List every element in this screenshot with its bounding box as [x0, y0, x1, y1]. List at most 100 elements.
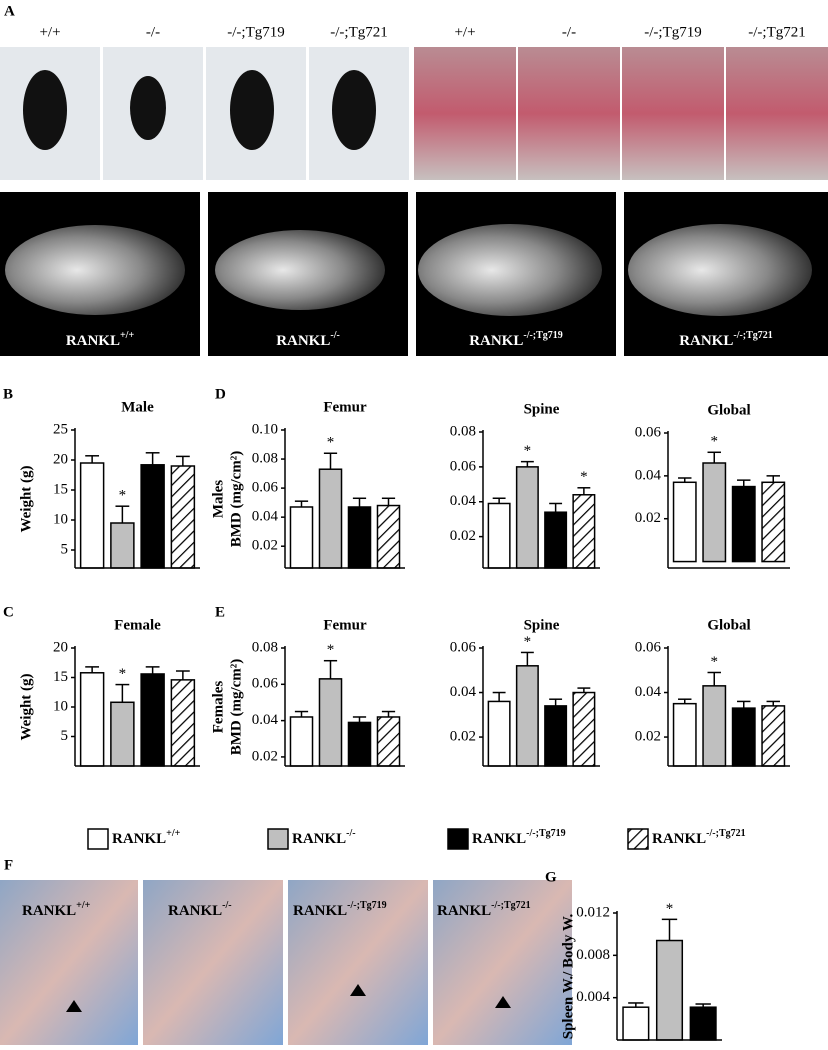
photo-label: -/-: [562, 24, 576, 40]
photo-label: -/-;Tg719: [644, 24, 702, 40]
photo-label: RANKL+/+: [22, 900, 91, 919]
photo-label: -/-;Tg721: [330, 24, 388, 40]
legend-swatch: [627, 828, 649, 850]
y-tick-label: 0.02: [252, 748, 278, 764]
y-tick-label: 20: [53, 451, 68, 467]
value-label: *: [327, 435, 335, 451]
bar: [79, 672, 105, 767]
value-label: *: [119, 666, 127, 682]
bar: [761, 705, 786, 767]
panel-letter: G: [545, 869, 557, 885]
photo-label-sup: -/-;Tg719: [347, 900, 386, 911]
y-tick-label: 10: [53, 698, 68, 714]
chart-title: Global: [707, 617, 750, 633]
y-tick-label: 0.004: [576, 989, 610, 1005]
bar: [672, 481, 697, 563]
legend-label-base: RANKL: [652, 831, 706, 847]
legend-label-sup: +/+: [166, 828, 180, 839]
chart-title: Spine: [524, 401, 560, 417]
panel-letter: D: [215, 386, 226, 402]
bar: [110, 522, 135, 569]
legend-label: RANKL-/-;Tg719: [472, 828, 566, 847]
y-tick-label: 0.08: [252, 450, 278, 466]
legend-swatch: [447, 828, 469, 850]
y-tick-label: 0.06: [635, 639, 662, 655]
legend-label-sup: -/-;Tg719: [526, 828, 565, 839]
scan-label: RANKL-/-: [276, 330, 340, 349]
bar: [731, 485, 756, 563]
legend-label: RANKL+/+: [112, 828, 181, 847]
scan-label: RANKL-/-;Tg721: [679, 330, 773, 349]
y-tick-label: 0.02: [450, 528, 476, 544]
bar: [140, 464, 165, 569]
bar: [761, 481, 786, 563]
scan-label-sup: +/+: [120, 330, 134, 341]
y-axis-label: Spleen W./ Body W.: [560, 914, 576, 1040]
y-tick-label: 5: [61, 541, 69, 557]
legend-label: RANKL-/-;Tg721: [652, 828, 746, 847]
bar: [622, 1006, 650, 1041]
y-tick-label: 0.04: [252, 509, 279, 525]
y-tick-label: 0.008: [576, 947, 610, 963]
bar: [487, 502, 511, 569]
bar: [702, 462, 727, 563]
photo-label: RANKL-/-: [168, 900, 232, 919]
scan-label: RANKL-/-;Tg719: [469, 330, 563, 349]
bar: [376, 504, 401, 569]
y-tick-label: 10: [53, 511, 68, 527]
y-axis-label: BMD (mg/cm²): [228, 659, 244, 756]
y-axis-label: Weight (g): [18, 465, 34, 532]
legend-label-sup: -/-: [346, 828, 355, 839]
chart-title: Male: [121, 399, 154, 415]
chart-title: Femur: [323, 399, 367, 415]
y-tick-label: 0.012: [576, 904, 610, 920]
y-tick-label: 20: [53, 639, 68, 655]
y-tick-label: 0.04: [252, 712, 279, 728]
chart-title: Spine: [524, 617, 560, 633]
chart-title: Femur: [323, 617, 367, 633]
row-label: Females: [210, 681, 226, 734]
bar: [572, 494, 596, 569]
value-label: *: [524, 634, 532, 650]
scan-label: RANKL+/+: [66, 330, 135, 349]
photo-label-base: RANKL: [293, 903, 347, 919]
value-label: *: [327, 642, 335, 658]
bar: [515, 665, 539, 767]
photo-label: RANKL-/-;Tg719: [293, 900, 387, 919]
bar: [140, 673, 165, 767]
photos: [0, 47, 828, 1045]
panel-letter: A: [4, 3, 15, 19]
legend-label: RANKL-/-: [292, 828, 356, 847]
panel-letter: B: [3, 386, 13, 402]
legend-label-base: RANKL: [112, 831, 166, 847]
bar: [689, 1006, 717, 1041]
scan-label-sup: -/-;Tg719: [523, 330, 562, 341]
scan-label-base: RANKL: [276, 333, 330, 349]
chart-title: Female: [114, 617, 161, 633]
bar: [289, 716, 314, 767]
bar: [347, 506, 372, 569]
photo-label-base: RANKL: [437, 903, 491, 919]
photo-label-sup: +/+: [76, 900, 90, 911]
bar: [702, 685, 727, 767]
photo-label: -/-;Tg721: [748, 24, 806, 40]
y-axis-label: BMD (mg/cm²): [228, 451, 244, 548]
bar: [79, 462, 105, 569]
bar: [376, 716, 401, 767]
scan-label-base: RANKL: [679, 333, 733, 349]
panel-letter: C: [3, 604, 14, 620]
bar: [572, 691, 596, 767]
value-label: *: [711, 654, 719, 670]
value-label: *: [119, 488, 127, 504]
photo-label-base: RANKL: [22, 903, 76, 919]
y-tick-label: 0.04: [450, 493, 477, 509]
y-tick-label: 0.04: [635, 467, 662, 483]
bar: [318, 468, 343, 569]
bar: [544, 511, 568, 569]
y-tick-label: 0.02: [635, 728, 661, 744]
panel-letter: E: [215, 604, 225, 620]
y-tick-label: 0.06: [450, 458, 477, 474]
photo-label: RANKL-/-;Tg721: [437, 900, 531, 919]
